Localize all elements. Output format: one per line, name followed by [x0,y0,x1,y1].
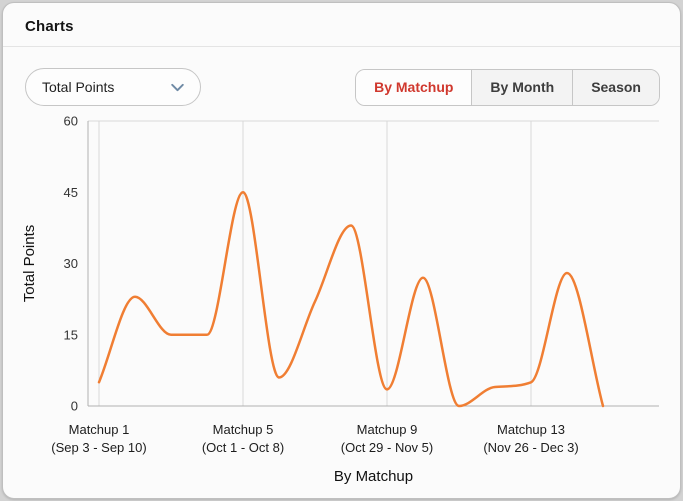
y-tick-label: 45 [64,185,78,200]
tab-by-month[interactable]: By Month [471,69,573,105]
page-title: Charts [25,18,74,35]
view-tabs: By Matchup By Month Season [355,68,660,106]
total-points-line-chart: 0 15 30 45 60 Matchup 1 (Sep 3 - Sep 10) Matchu… [21,114,659,485]
tab-season[interactable]: Season [572,69,659,105]
y-axis-title: Total Points [21,225,38,303]
header-divider [3,46,680,47]
x-tick-sublabel: (Oct 29 - Nov 5) [341,440,433,455]
x-tick-label: Matchup 13 [497,422,565,437]
metric-dropdown[interactable]: Total Points [25,68,201,106]
x-tick-label: Matchup 9 [357,422,418,437]
y-tick-label: 60 [64,114,78,129]
tab-by-matchup[interactable]: By Matchup [356,69,472,105]
y-tick-label: 30 [64,256,78,271]
x-tick-label: Matchup 1 [69,422,130,437]
x-tick-sublabel: (Sep 3 - Sep 10) [51,440,146,455]
controls-row: Total Points By Matchup By Month Season [3,47,680,106]
x-tick-label: Matchup 5 [213,422,274,437]
y-tick-label: 15 [64,327,78,342]
x-tick-sublabel: (Nov 26 - Dec 3) [483,440,578,455]
chevron-down-icon [171,83,184,91]
metric-dropdown-value: Total Points [42,79,115,95]
card-header: Charts [3,3,680,46]
x-axis-title: By Matchup [334,468,413,485]
x-tick-sublabel: (Oct 1 - Oct 8) [202,440,284,455]
y-tick-label: 0 [71,399,78,414]
total-points-line [97,191,605,408]
chart-area: 0 15 30 45 60 Matchup 1 (Sep 3 - Sep 10) Matchu… [3,109,680,495]
